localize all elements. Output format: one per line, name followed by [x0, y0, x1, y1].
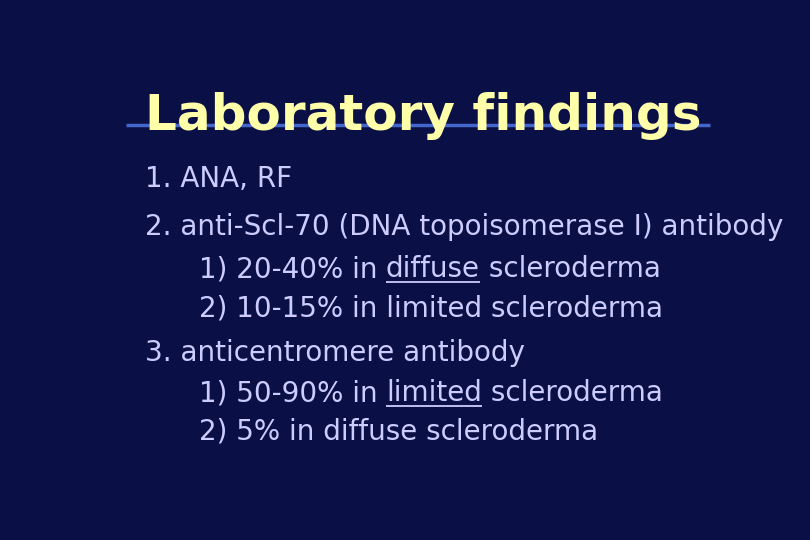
Text: diffuse: diffuse — [386, 255, 480, 284]
Text: 1. ANA, RF: 1. ANA, RF — [145, 165, 292, 193]
Text: scleroderma: scleroderma — [480, 255, 661, 284]
Text: 2) 10-15% in limited scleroderma: 2) 10-15% in limited scleroderma — [198, 294, 663, 322]
Text: Laboratory findings: Laboratory findings — [145, 92, 701, 140]
Text: 1) 20-40% in: 1) 20-40% in — [198, 255, 386, 284]
Text: scleroderma: scleroderma — [482, 379, 663, 407]
Text: 2. anti-Scl-70 (DNA topoisomerase I) antibody: 2. anti-Scl-70 (DNA topoisomerase I) ant… — [145, 213, 783, 241]
Text: 1) 50-90% in: 1) 50-90% in — [198, 379, 386, 407]
Text: 3. anticentromere antibody: 3. anticentromere antibody — [145, 339, 525, 367]
Text: 2) 5% in diffuse scleroderma: 2) 5% in diffuse scleroderma — [198, 417, 598, 446]
Text: limited: limited — [386, 379, 482, 407]
